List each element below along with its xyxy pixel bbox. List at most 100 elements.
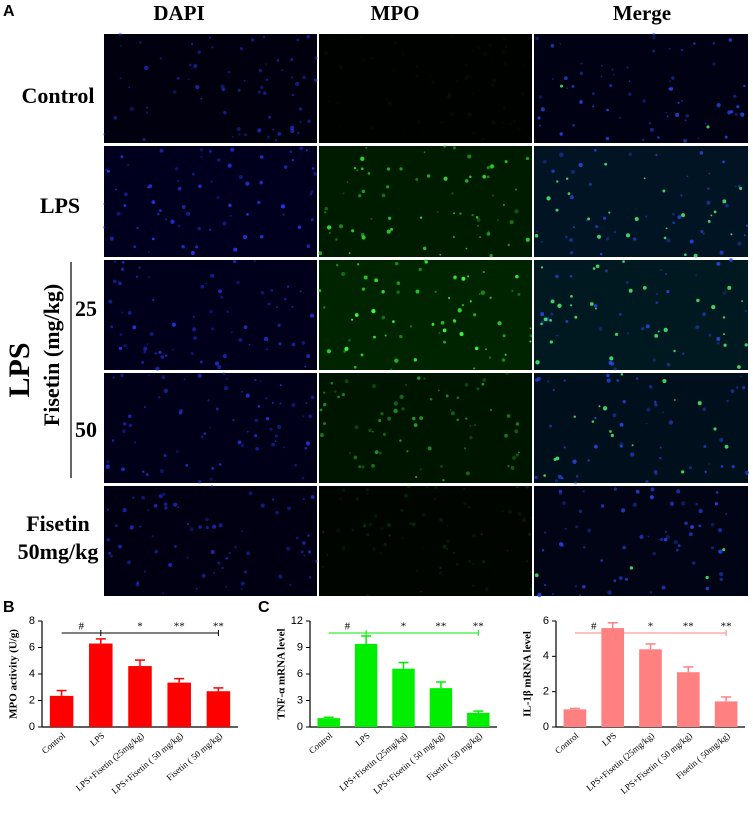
cell-dot bbox=[370, 217, 373, 220]
cell-dot bbox=[549, 424, 553, 428]
cell-dot bbox=[429, 397, 433, 401]
cell-dot bbox=[310, 395, 315, 400]
cell-dot bbox=[666, 289, 670, 294]
cell-dot bbox=[517, 127, 521, 131]
cell-dot bbox=[108, 299, 113, 304]
cell-dot bbox=[605, 236, 610, 241]
cell-dot bbox=[387, 416, 392, 421]
cell-dot bbox=[603, 216, 607, 220]
cell-dot bbox=[738, 185, 741, 188]
cell-dot bbox=[467, 505, 471, 509]
cell-dot bbox=[254, 434, 258, 438]
cell-dot bbox=[360, 156, 365, 161]
cell-dot bbox=[733, 94, 737, 98]
cell-dot bbox=[145, 111, 149, 115]
cell-dot bbox=[600, 75, 603, 78]
cell-dot bbox=[337, 102, 340, 105]
cell-dot bbox=[467, 154, 472, 159]
cell-dot bbox=[139, 525, 142, 528]
cell-dot bbox=[177, 180, 180, 182]
cell-dot bbox=[558, 542, 564, 547]
cell-dot bbox=[450, 112, 454, 116]
cell-dot bbox=[482, 270, 485, 274]
cell-dot bbox=[244, 133, 248, 137]
cell-dot bbox=[186, 522, 190, 526]
cell-dot bbox=[238, 133, 241, 136]
cell-dot bbox=[522, 518, 527, 523]
cell-dot bbox=[706, 200, 711, 205]
cell-dot bbox=[262, 35, 266, 39]
cell-dot bbox=[729, 258, 733, 262]
cell-dot bbox=[681, 501, 686, 506]
cell-dot bbox=[287, 506, 291, 511]
cell-dot bbox=[517, 451, 520, 454]
cell-dot bbox=[222, 353, 227, 359]
cell-dot bbox=[512, 119, 516, 123]
cell-dot bbox=[341, 271, 346, 277]
cell-dot bbox=[205, 282, 208, 285]
cell-dot bbox=[459, 332, 464, 337]
cell-dot bbox=[681, 213, 686, 218]
cell-dot bbox=[529, 334, 533, 338]
y-tick-label: 9 bbox=[297, 641, 303, 653]
cell-dot bbox=[419, 216, 423, 219]
cell-dot bbox=[173, 502, 178, 507]
cell-dot bbox=[446, 540, 450, 544]
cell-dot bbox=[455, 562, 459, 566]
cell-dot bbox=[367, 172, 371, 175]
cell-dot bbox=[158, 350, 162, 354]
cell-dot bbox=[622, 400, 626, 404]
cell-dot bbox=[451, 192, 454, 195]
cell-dot bbox=[712, 42, 716, 45]
cell-dot bbox=[443, 340, 447, 344]
cell-dot bbox=[645, 324, 650, 329]
cell-dot bbox=[297, 225, 302, 229]
cell-dot bbox=[613, 367, 617, 371]
cell-dot bbox=[583, 546, 586, 549]
cell-dot bbox=[711, 546, 714, 550]
cell-dot bbox=[725, 513, 728, 515]
cell-dot bbox=[143, 570, 147, 573]
cell-dot bbox=[655, 301, 659, 305]
cell-dot bbox=[409, 325, 413, 328]
x-tick-label: Control bbox=[553, 730, 581, 756]
x-tick-label: Control bbox=[40, 730, 68, 756]
cell-dot bbox=[565, 235, 568, 239]
cell-dot bbox=[428, 74, 431, 77]
cell-dot bbox=[713, 427, 717, 431]
cell-dot bbox=[620, 372, 624, 376]
cell-dot bbox=[609, 356, 614, 361]
cell-dot bbox=[433, 497, 437, 501]
cell-dot bbox=[525, 484, 530, 489]
cell-dot bbox=[248, 343, 251, 346]
bar bbox=[601, 628, 625, 727]
cell-dot bbox=[106, 169, 110, 173]
cell-dot bbox=[569, 250, 574, 255]
cell-dot bbox=[614, 332, 619, 336]
cell-dot bbox=[546, 379, 550, 383]
cell-dot bbox=[572, 459, 577, 464]
cell-dot bbox=[302, 498, 305, 500]
cell-dot bbox=[215, 407, 219, 411]
cell-dot bbox=[142, 138, 146, 142]
cell-dot bbox=[739, 186, 743, 191]
cell-dot bbox=[574, 315, 578, 319]
cell-dot bbox=[743, 234, 746, 237]
cell-dot bbox=[388, 101, 393, 106]
cell-dot bbox=[373, 335, 376, 339]
significance-label: # bbox=[345, 621, 351, 633]
significance-label: * bbox=[137, 621, 143, 633]
cell-dot bbox=[514, 188, 518, 191]
cell-dot bbox=[257, 200, 261, 205]
cell-dot bbox=[668, 47, 671, 50]
cell-dot bbox=[328, 231, 331, 235]
cell-dot bbox=[510, 466, 515, 470]
cell-dot bbox=[151, 298, 155, 302]
cell-dot bbox=[490, 58, 494, 62]
cell-dot bbox=[322, 529, 324, 532]
micrograph bbox=[319, 146, 532, 257]
cell-dot bbox=[225, 585, 228, 588]
cell-dot bbox=[174, 545, 177, 548]
cell-dot bbox=[161, 375, 166, 380]
cell-dot bbox=[612, 413, 617, 418]
